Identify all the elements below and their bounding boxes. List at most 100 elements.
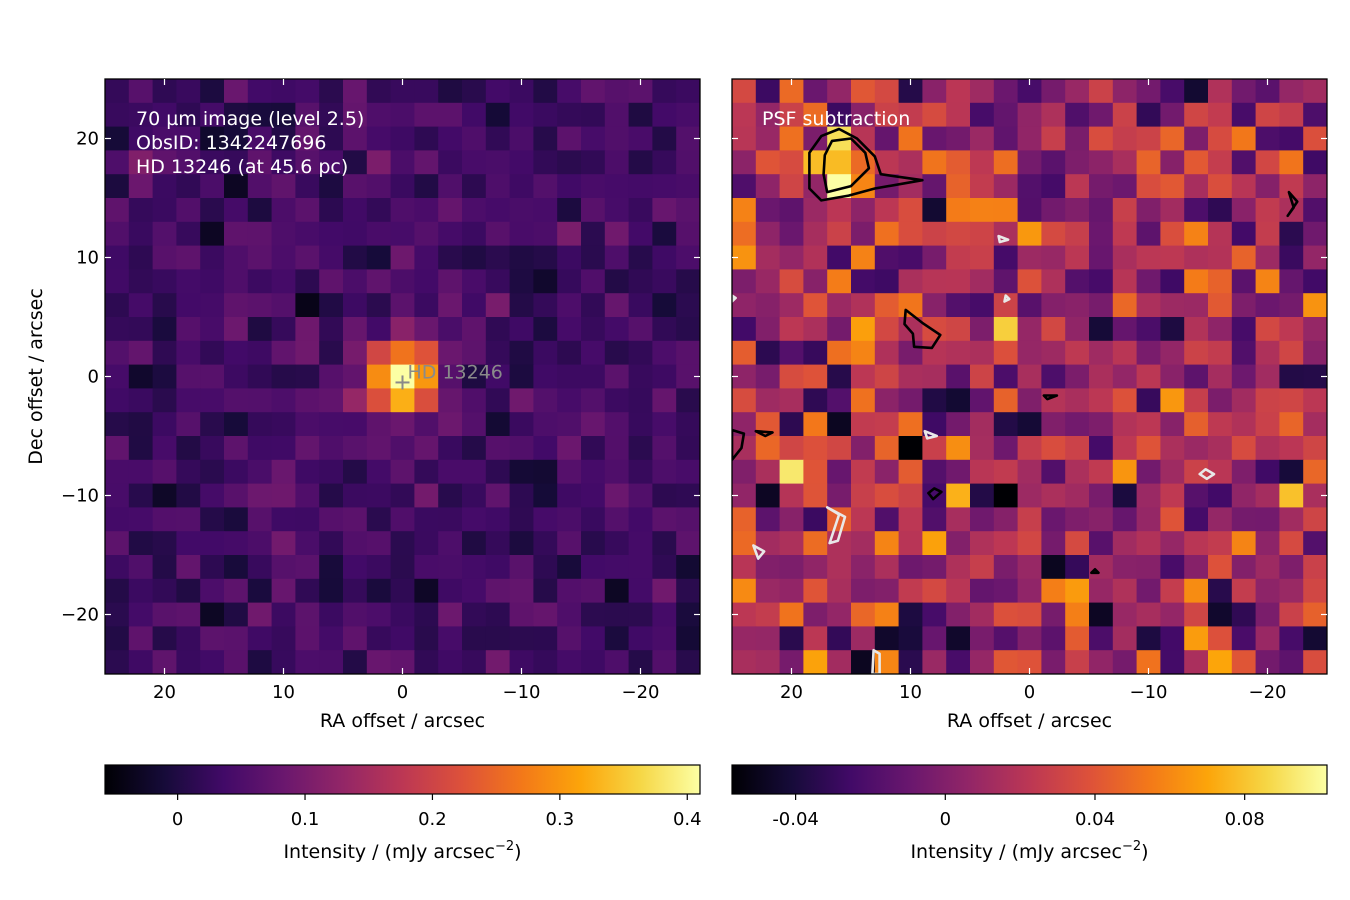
heatmap-cell <box>438 531 463 556</box>
heatmap-cell <box>581 174 606 199</box>
heatmap-cell <box>343 198 368 223</box>
heatmap-cell <box>604 150 630 175</box>
heatmap-cell <box>1136 340 1161 366</box>
heatmap-cell <box>946 245 971 270</box>
heatmap-cell <box>946 602 971 627</box>
heatmap-cell <box>128 102 154 128</box>
heatmap-cell <box>1065 317 1090 342</box>
heatmap-cell <box>1041 269 1066 294</box>
heatmap-cell <box>271 174 296 199</box>
heatmap-cell <box>462 388 487 413</box>
heatmap-cell <box>851 198 876 223</box>
heatmap-cell <box>1208 79 1233 104</box>
heatmap-cell <box>1231 317 1257 342</box>
heatmap-cell <box>247 79 273 104</box>
heatmap-cell <box>200 626 225 651</box>
contour-line <box>927 487 943 501</box>
heatmap-cell <box>676 578 700 604</box>
contour-line <box>1090 567 1100 575</box>
heatmap-cell <box>1112 388 1138 413</box>
heatmap-cell <box>343 340 368 366</box>
heatmap-cell <box>557 317 582 342</box>
heatmap-cell <box>1184 150 1209 175</box>
heatmap-cell <box>414 198 439 223</box>
heatmap-cell <box>557 198 582 223</box>
heatmap-cell <box>676 245 700 270</box>
heatmap-cell <box>485 507 511 532</box>
right-contours <box>732 127 1299 674</box>
heatmap-cell <box>438 293 463 318</box>
contour-line <box>825 506 847 545</box>
heatmap-cell <box>755 602 781 627</box>
heatmap-cell <box>1231 531 1257 556</box>
heatmap-cell <box>295 555 320 580</box>
heatmap-cell <box>581 79 606 104</box>
heatmap-cell <box>105 102 130 128</box>
heatmap-cell <box>993 436 1019 461</box>
heatmap-cell <box>1255 507 1280 532</box>
heatmap-cell <box>1017 436 1042 461</box>
heatmap-cell <box>1089 578 1114 604</box>
heatmap-cell <box>628 126 653 151</box>
heatmap-cell <box>1255 126 1280 151</box>
heatmap-cell <box>1231 174 1257 199</box>
heatmap-cell <box>1231 578 1257 604</box>
heatmap-cell <box>128 221 154 247</box>
heatmap-cell <box>1065 102 1090 128</box>
heatmap-cell <box>390 126 415 151</box>
heatmap-cell <box>557 650 582 674</box>
heatmap-cell <box>803 602 828 627</box>
heatmap-cell <box>1208 150 1233 175</box>
colorbar-tick-label: 0.1 <box>291 809 320 830</box>
heatmap-cell <box>414 269 439 294</box>
heatmap-cell <box>874 245 900 270</box>
heatmap-cell <box>509 531 534 556</box>
heatmap-cell <box>1017 102 1042 128</box>
heatmap-cell <box>200 198 225 223</box>
heatmap-cell <box>366 198 392 223</box>
heatmap-cell <box>1017 340 1042 366</box>
heatmap-cell <box>390 293 415 318</box>
heatmap-cell <box>557 126 582 151</box>
heatmap-cell <box>1231 340 1257 366</box>
heatmap-cell <box>1041 221 1066 247</box>
heatmap-cell <box>628 436 653 461</box>
heatmap-cell <box>946 150 971 175</box>
heatmap-cell <box>628 317 653 342</box>
contour-line <box>808 127 924 202</box>
heatmap-cell <box>1041 602 1066 627</box>
heatmap-cell <box>1303 198 1327 223</box>
heatmap-cell <box>557 102 582 128</box>
heatmap-cell <box>1041 626 1066 651</box>
heatmap-cell <box>509 436 534 461</box>
heatmap-cell <box>1208 293 1233 318</box>
heatmap-cell <box>652 412 677 437</box>
heatmap-cell <box>1041 555 1066 580</box>
heatmap-cell <box>1160 269 1185 294</box>
heatmap-cell <box>1089 269 1114 294</box>
heatmap-cell <box>993 364 1019 389</box>
heatmap-cell <box>1065 126 1090 151</box>
heatmap-cell <box>390 412 415 437</box>
heatmap-cell <box>462 459 487 485</box>
heatmap-cell <box>628 388 653 413</box>
heatmap-cell <box>755 293 781 318</box>
heatmap-cell <box>1279 126 1304 151</box>
heatmap-cell <box>1255 483 1280 508</box>
heatmap-cell <box>200 150 225 175</box>
heatmap-cell <box>319 317 344 342</box>
heatmap-cell <box>1065 578 1090 604</box>
heatmap-cell <box>755 436 781 461</box>
heatmap-cell <box>390 198 415 223</box>
heatmap-cell <box>1184 293 1209 318</box>
heatmap-cell <box>414 150 439 175</box>
heatmap-cell <box>343 602 368 627</box>
heatmap-cell <box>438 650 463 674</box>
heatmap-cell <box>803 293 828 318</box>
heatmap-cell <box>271 340 296 366</box>
heatmap-cell <box>851 436 876 461</box>
heatmap-cell <box>851 293 876 318</box>
heatmap-cell <box>224 269 249 294</box>
heatmap-cell <box>509 578 534 604</box>
heatmap-cell <box>533 650 558 674</box>
